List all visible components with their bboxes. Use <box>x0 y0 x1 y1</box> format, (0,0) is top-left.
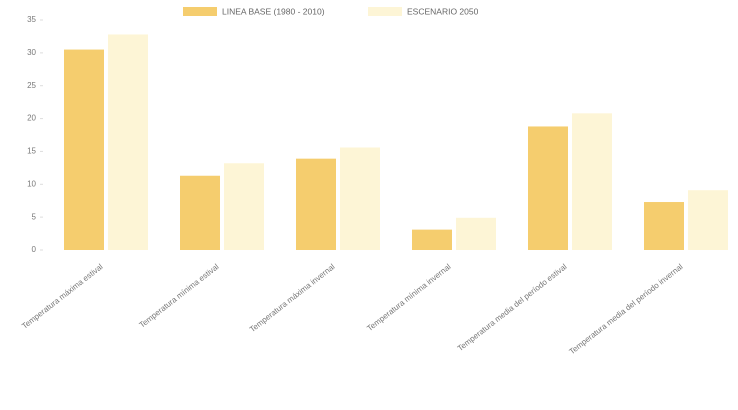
y-tick-label: 15 <box>27 147 36 156</box>
x-tick-label: Temperatura media del período estival <box>456 262 569 353</box>
bar <box>64 49 104 251</box>
bar <box>688 190 728 250</box>
y-tick-label: 10 <box>27 179 36 188</box>
bar <box>644 202 684 250</box>
x-tick-label: Temperatura máxima invernal <box>248 262 337 334</box>
bar <box>412 229 452 250</box>
x-tick-label: Temperatura media del período invernal <box>568 262 685 356</box>
x-tick-label: Temperatura máxima estival <box>20 262 105 331</box>
bar <box>456 217 496 250</box>
y-tick-label: 35 <box>27 15 36 24</box>
y-tick-label: 20 <box>27 114 36 123</box>
x-tick-label: Temperatura mínima estival <box>138 262 221 330</box>
bar <box>180 175 220 250</box>
bar <box>340 147 380 250</box>
y-tick-label: 30 <box>27 48 36 57</box>
legend-text: LINEA BASE (1980 - 2010) <box>222 6 325 16</box>
bar <box>296 158 336 250</box>
y-tick-label: 5 <box>32 212 37 221</box>
legend-swatch <box>368 7 402 16</box>
bar <box>108 34 148 251</box>
y-tick-label: 0 <box>32 245 37 254</box>
bar <box>528 126 568 250</box>
y-tick-label: 25 <box>27 81 36 90</box>
legend-swatch <box>183 7 217 16</box>
bar <box>224 163 264 250</box>
bar <box>572 113 612 250</box>
x-tick-label: Temperatura mínima invernal <box>365 262 452 333</box>
legend-text: ESCENARIO 2050 <box>407 6 479 16</box>
